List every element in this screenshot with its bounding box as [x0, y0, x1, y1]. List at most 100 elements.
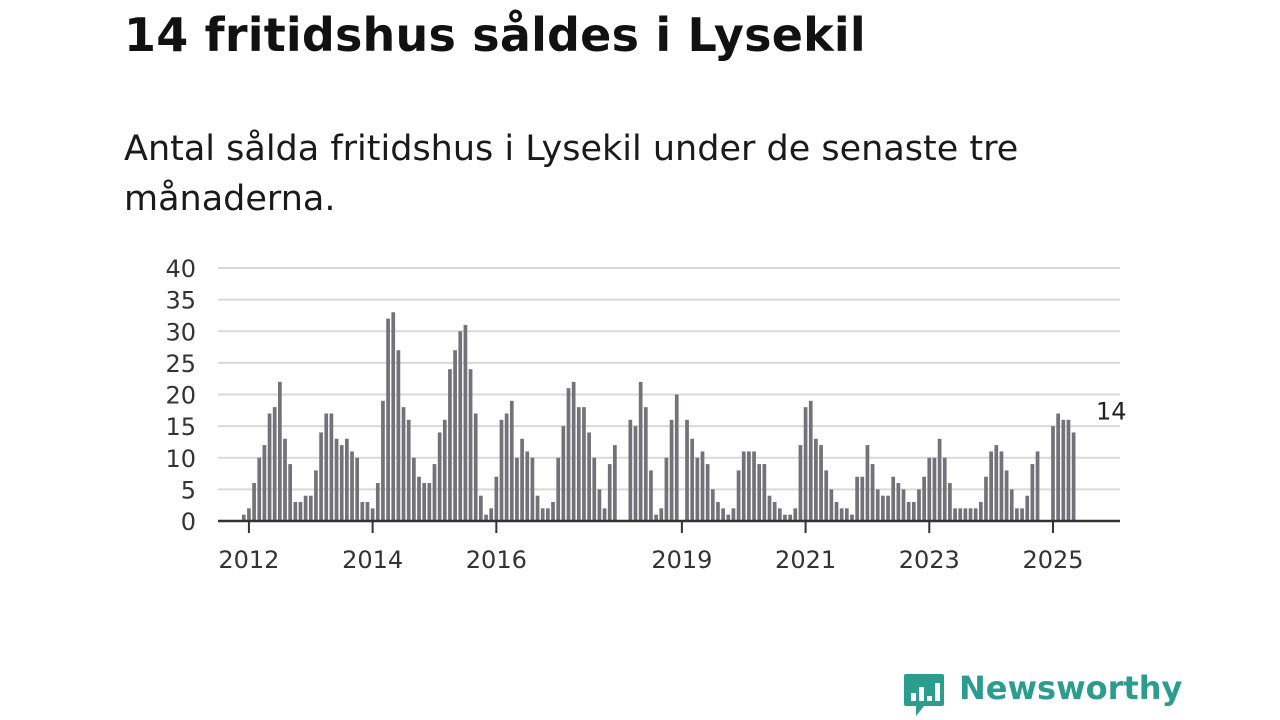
bar: [762, 464, 767, 521]
bar: [468, 369, 473, 521]
bar: [473, 413, 478, 521]
bar: [406, 419, 411, 521]
bar: [1004, 470, 1009, 521]
bar: [370, 508, 375, 521]
bar: [484, 514, 488, 521]
bar: [777, 508, 782, 521]
bar: [1009, 489, 1014, 522]
chart-subtitle: Antal sålda fritidshus i Lysekil under d…: [124, 129, 1019, 219]
bar: [772, 502, 777, 521]
y-tick-label: 10: [165, 445, 196, 473]
bar: [504, 413, 509, 521]
bar: [386, 318, 390, 521]
bar: [808, 400, 813, 521]
bar: [824, 470, 829, 521]
bar: [901, 489, 906, 522]
bar: [855, 476, 859, 521]
bar: [241, 514, 246, 521]
bar: [829, 489, 834, 522]
highlight-value-label: 14: [1096, 397, 1127, 425]
bar: [963, 508, 968, 521]
bar: [664, 457, 669, 521]
x-tick-label: 2019: [651, 546, 712, 574]
bar: [767, 495, 772, 521]
bar: [267, 413, 272, 521]
newsworthy-logo-icon: [904, 674, 944, 716]
bar: [834, 502, 839, 521]
bar: [705, 464, 710, 521]
bar: [793, 508, 798, 521]
bar: [515, 457, 519, 521]
bar: [334, 438, 339, 521]
bar: [690, 438, 695, 521]
bar: [654, 514, 658, 521]
bar: [721, 508, 725, 521]
bar: [375, 483, 380, 521]
bar: [881, 495, 885, 521]
bar: [927, 457, 932, 521]
bar: [819, 445, 823, 521]
y-tick-label: 35: [165, 287, 196, 315]
bar: [607, 464, 612, 521]
bar: [710, 489, 715, 522]
bar: [953, 508, 957, 521]
bar: [788, 514, 792, 521]
bar: [427, 483, 432, 521]
bar: [257, 457, 262, 521]
bar: [272, 407, 277, 521]
y-tick-label: 30: [165, 318, 196, 346]
bar: [365, 502, 370, 521]
bar: [489, 508, 494, 521]
bar: [649, 470, 653, 521]
bar: [448, 369, 452, 521]
bar: [1035, 451, 1040, 521]
bar: [355, 457, 360, 521]
bar: [556, 457, 561, 521]
bar: [906, 502, 911, 521]
bar: [576, 407, 581, 521]
bar: [597, 489, 602, 522]
bar: [530, 457, 535, 521]
x-tick-label: 2023: [899, 546, 960, 574]
bar: [999, 451, 1004, 521]
bar: [803, 407, 808, 521]
bar: [844, 508, 849, 521]
bar: [412, 457, 416, 521]
bar: [685, 419, 689, 521]
x-tick-label: 2016: [466, 546, 527, 574]
bar: [865, 445, 870, 521]
bar: [911, 502, 916, 521]
bar: [814, 438, 818, 521]
bar: [278, 381, 282, 521]
bar: [422, 483, 427, 521]
y-tick-label: 25: [165, 350, 196, 378]
bar: [602, 508, 607, 521]
bar: [1030, 464, 1035, 521]
bar: [293, 502, 298, 521]
bar: [752, 451, 756, 521]
bar: [587, 432, 591, 521]
bar: [674, 394, 679, 521]
bar: [891, 476, 896, 521]
bar: [1066, 419, 1071, 521]
bar: [396, 350, 401, 521]
bar: [1061, 419, 1066, 521]
bar: [659, 508, 664, 521]
bar: [252, 483, 256, 521]
bar: [360, 502, 365, 521]
bar: [989, 451, 993, 521]
bar: [984, 476, 988, 521]
bar: [870, 464, 875, 521]
bar: [298, 502, 303, 521]
bar: [308, 495, 313, 521]
bar: [479, 495, 483, 521]
x-tick-label: 2021: [775, 546, 836, 574]
bar: [839, 508, 844, 521]
bar: [937, 438, 942, 521]
bar: [319, 432, 323, 521]
bar: [303, 495, 308, 521]
y-tick-label: 20: [165, 382, 196, 410]
x-tick-label: 2014: [342, 546, 403, 574]
bar: [850, 514, 854, 521]
axes: [218, 519, 1120, 533]
